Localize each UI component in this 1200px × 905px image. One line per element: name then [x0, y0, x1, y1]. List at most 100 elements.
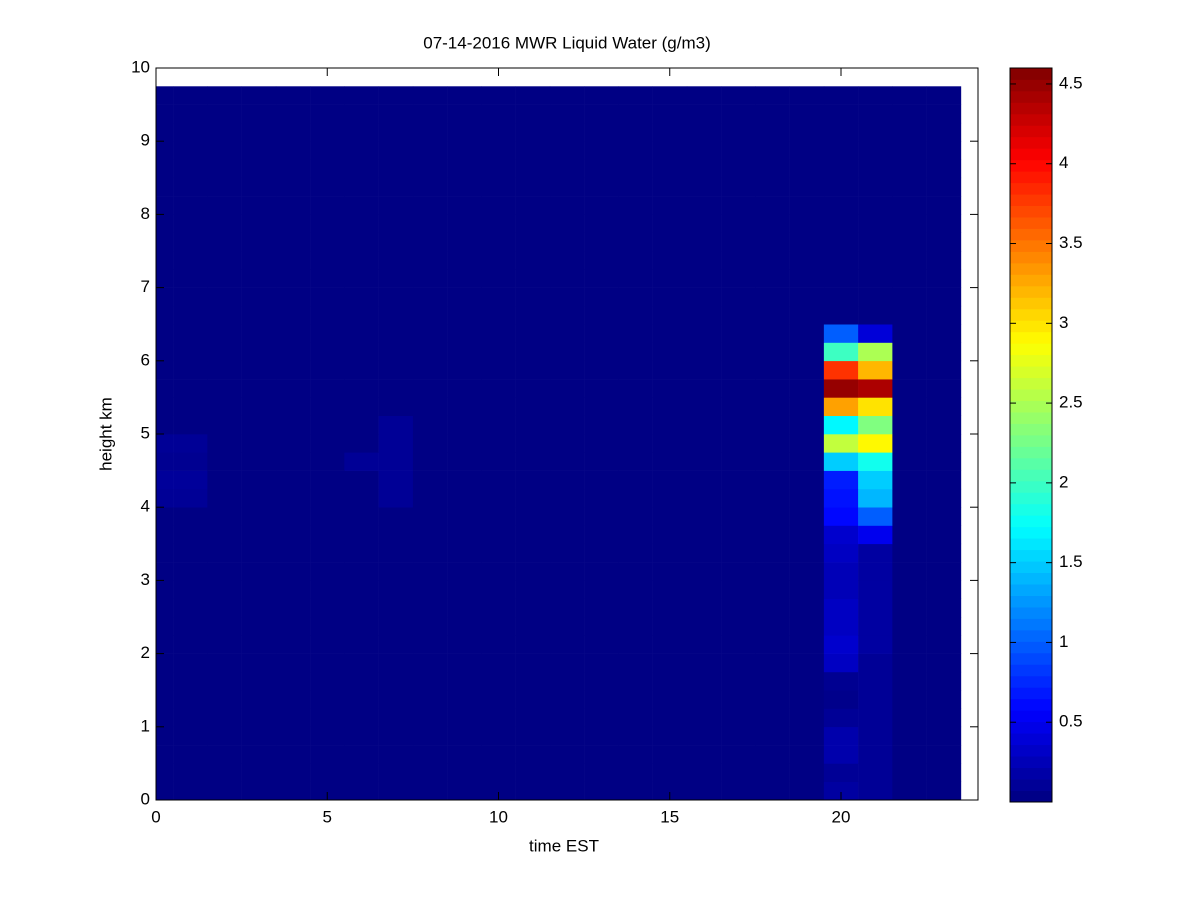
- cell: [412, 415, 448, 435]
- cell: [447, 507, 482, 526]
- cell: [858, 562, 893, 581]
- cell: [412, 543, 448, 563]
- colorbar-step: [1010, 664, 1052, 677]
- cell: [652, 470, 688, 490]
- cell: [686, 305, 722, 325]
- cell: [378, 580, 414, 599]
- cell: [892, 708, 927, 728]
- cell: [858, 671, 893, 691]
- cell: [549, 507, 585, 526]
- cell: [275, 671, 311, 691]
- cell: [378, 397, 414, 416]
- cell: [823, 305, 859, 325]
- cell: [378, 287, 414, 307]
- cell: [789, 342, 825, 362]
- cell: [926, 397, 962, 416]
- cell: [686, 122, 722, 142]
- colorbar-step: [1010, 320, 1052, 333]
- cell: [207, 452, 242, 471]
- cell: [584, 781, 619, 800]
- cell: [549, 708, 585, 728]
- cell: [412, 690, 448, 709]
- cell: [584, 671, 619, 691]
- cell: [173, 232, 208, 252]
- cell: [241, 104, 277, 124]
- cell: [378, 653, 414, 673]
- colorbar-step: [1010, 698, 1052, 711]
- cell: [344, 543, 379, 563]
- cell: [156, 690, 174, 709]
- colorbar-step: [1010, 675, 1052, 688]
- cell: [618, 379, 653, 398]
- cell: [584, 763, 619, 782]
- cell: [156, 305, 174, 325]
- cell: [789, 104, 825, 124]
- cell: [789, 177, 825, 197]
- cell: [789, 745, 825, 764]
- cell: [892, 671, 927, 691]
- cell: [823, 434, 859, 453]
- cell: [755, 763, 790, 782]
- cell: [310, 470, 345, 490]
- cell: [823, 104, 859, 124]
- cell: [892, 763, 927, 782]
- cell: [515, 452, 551, 471]
- cell: [412, 232, 448, 252]
- cell: [207, 690, 242, 709]
- cell: [789, 287, 825, 307]
- colorbar-step: [1010, 790, 1052, 803]
- cell: [310, 671, 345, 691]
- colorbar-step: [1010, 400, 1052, 413]
- cell: [686, 525, 722, 545]
- cell: [275, 287, 311, 307]
- cell: [515, 196, 551, 215]
- cell: [584, 214, 619, 233]
- x-tick-label: 10: [489, 807, 508, 826]
- cell: [412, 726, 448, 746]
- cell: [926, 305, 962, 325]
- cell: [858, 141, 893, 160]
- cell: [755, 580, 790, 599]
- cell: [755, 324, 790, 343]
- cell: [549, 653, 585, 673]
- colorbar-step: [1010, 228, 1052, 241]
- cell: [481, 415, 516, 435]
- cell: [721, 177, 756, 197]
- cell: [892, 305, 927, 325]
- cell: [481, 177, 516, 197]
- cell: [721, 122, 756, 142]
- cell: [584, 324, 619, 343]
- cell: [207, 232, 242, 252]
- cell: [275, 305, 311, 325]
- cell: [721, 781, 756, 800]
- cell: [823, 781, 859, 800]
- cell: [755, 470, 790, 490]
- cell: [447, 562, 482, 581]
- cell: [344, 525, 379, 545]
- cell: [584, 104, 619, 124]
- cell: [618, 434, 653, 453]
- cell: [412, 360, 448, 380]
- cell: [378, 415, 414, 435]
- colorbar-tick-label: 4.5: [1059, 73, 1083, 92]
- cell: [344, 452, 379, 471]
- cell: [652, 324, 688, 343]
- cell: [584, 488, 619, 508]
- cell: [156, 763, 174, 782]
- colorbar-step: [1010, 733, 1052, 746]
- cell: [686, 177, 722, 197]
- cell: [207, 671, 242, 691]
- cell: [207, 415, 242, 435]
- cell: [412, 196, 448, 215]
- cell: [344, 653, 379, 673]
- cell: [721, 379, 756, 398]
- axes: 0 5 10 15 20 0 1 2 3 4 5 6 7 8 9 10: [131, 57, 979, 826]
- cell: [926, 214, 962, 233]
- cell: [241, 342, 277, 362]
- cell: [789, 434, 825, 453]
- cell: [310, 415, 345, 435]
- cell: [156, 598, 174, 618]
- cell: [858, 379, 893, 398]
- cell: [310, 562, 345, 581]
- cell: [721, 397, 756, 416]
